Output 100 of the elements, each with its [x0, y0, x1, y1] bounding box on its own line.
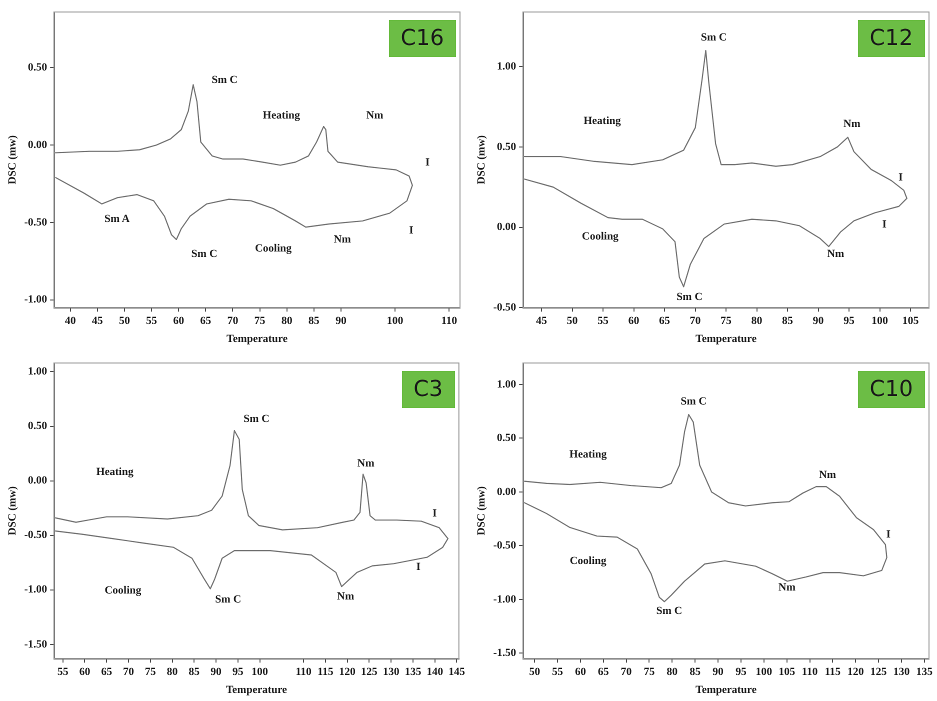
y-tick-label: 0.00: [28, 138, 48, 151]
x-tick-label: 75: [644, 666, 656, 678]
annotation: Nm: [366, 109, 384, 122]
annotation: I: [416, 560, 421, 573]
y-axis-title: DSC (mw): [6, 134, 18, 184]
x-tick-label: 45: [92, 315, 104, 328]
x-tick-label: 110: [441, 315, 458, 328]
x-tick-label: 90: [335, 315, 347, 328]
x-tick-label: 60: [628, 315, 640, 328]
text: C10: [858, 371, 925, 408]
x-tick-label: 80: [281, 315, 293, 328]
y-tick-label: 0.50: [496, 432, 517, 444]
annotation: Nm: [337, 590, 354, 602]
x-tick-label: 130: [893, 666, 910, 678]
x-tick-label: 55: [598, 315, 610, 328]
x-tick-label: 80: [666, 666, 678, 678]
x-tick-label: 140: [426, 666, 444, 678]
y-tick-label: 1.00: [496, 60, 517, 72]
x-tick-label: 105: [902, 315, 920, 328]
annotation: Cooling: [104, 584, 142, 596]
y-tick-label: -0.50: [493, 540, 517, 552]
annotation: Sm C: [700, 31, 727, 44]
x-tick-label: 110: [296, 666, 312, 678]
x-axis-title: Temperature: [226, 333, 288, 346]
annotation: Sm C: [215, 593, 242, 606]
x-tick-label: 55: [552, 666, 564, 678]
annotation: Heating: [96, 466, 134, 478]
x-tick-label: 75: [720, 315, 732, 328]
x-tick-label: 40: [64, 315, 76, 328]
annotation: I: [882, 218, 886, 231]
y-tick-label: 0.50: [496, 140, 517, 153]
y-axis-title: DSC (mw): [475, 486, 488, 536]
x-tick-label: 70: [227, 315, 239, 328]
x-tick-label: 55: [57, 666, 69, 678]
y-tick-label: 0.00: [28, 474, 48, 487]
annotation: I: [886, 528, 891, 540]
y-tick-label: -1.50: [493, 647, 517, 660]
y-tick-label: 1.00: [496, 378, 517, 390]
x-axis-title: Temperature: [696, 333, 757, 346]
annotation: I: [432, 508, 437, 520]
y-tick-label: -1.00: [24, 294, 48, 306]
x-tick-label: 80: [166, 666, 178, 678]
annotation: I: [425, 156, 430, 169]
y-tick-label: 1.00: [28, 366, 48, 378]
x-tick-label: 115: [317, 666, 334, 678]
y-tick-label: -0.50: [493, 301, 517, 314]
x-tick-label: 85: [690, 666, 702, 678]
x-tick-label: 65: [659, 315, 671, 328]
x-tick-label: 75: [144, 666, 156, 678]
annotation: Nm: [818, 469, 836, 482]
x-tick-label: 100: [756, 666, 773, 678]
x-tick-label: 50: [118, 315, 130, 328]
y-tick-label: 0.50: [28, 420, 48, 432]
y-tick-label: -1.00: [493, 593, 517, 606]
x-tick-label: 70: [620, 666, 632, 678]
text: C16: [388, 20, 456, 57]
y-tick-label: 0.00: [496, 221, 517, 234]
annotation: Sm C: [191, 248, 218, 260]
x-tick-label: 75: [254, 315, 266, 328]
y-tick-label: -1.50: [24, 638, 48, 650]
x-tick-label: 135: [916, 666, 934, 678]
x-tick-label: 120: [847, 666, 864, 678]
annotation: Nm: [827, 248, 844, 260]
x-tick-label: 85: [188, 666, 200, 678]
x-tick-label: 55: [146, 315, 158, 328]
x-tick-label: 60: [79, 666, 91, 678]
x-tick-label: 90: [210, 666, 222, 678]
x-tick-label: 85: [782, 315, 794, 328]
x-tick-label: 125: [870, 666, 888, 678]
x-tick-label: 90: [712, 666, 724, 678]
y-tick-label: 0.50: [28, 62, 48, 74]
y-tick-label: 0.00: [496, 486, 517, 498]
annotation: Nm: [357, 457, 374, 470]
x-tick-label: 70: [123, 666, 135, 678]
x-tick-label: 95: [735, 666, 747, 678]
annotation: Sm C: [244, 413, 270, 426]
x-tick-label: 65: [101, 666, 113, 678]
x-tick-label: 110: [802, 666, 818, 678]
x-tick-label: 45: [536, 315, 548, 328]
y-axis-title: DSC (mw): [475, 134, 488, 184]
text: C12: [858, 20, 925, 57]
x-axis-title: Temperature: [696, 684, 757, 696]
annotation: Sm C: [680, 395, 707, 408]
x-tick-label: 60: [574, 666, 586, 678]
annotation: I: [409, 224, 414, 237]
x-tick-label: 135: [404, 666, 422, 678]
x-tick-label: 120: [339, 666, 356, 678]
y-axis-title: DSC (mw): [6, 486, 18, 536]
x-tick-label: 95: [844, 315, 856, 328]
x-tick-label: 125: [360, 666, 378, 678]
y-tick-label: -0.50: [24, 529, 48, 542]
annotation: Nm: [334, 233, 351, 246]
annotation: Heating: [584, 115, 622, 128]
annotation: Heating: [569, 448, 608, 460]
annotation: Nm: [843, 118, 860, 130]
annotation: Heating: [262, 109, 301, 122]
x-tick-label: 90: [812, 315, 824, 328]
y-tick-label: -1.00: [24, 584, 48, 596]
annotation: Sm C: [676, 291, 703, 304]
annotation: Cooling: [570, 554, 607, 567]
